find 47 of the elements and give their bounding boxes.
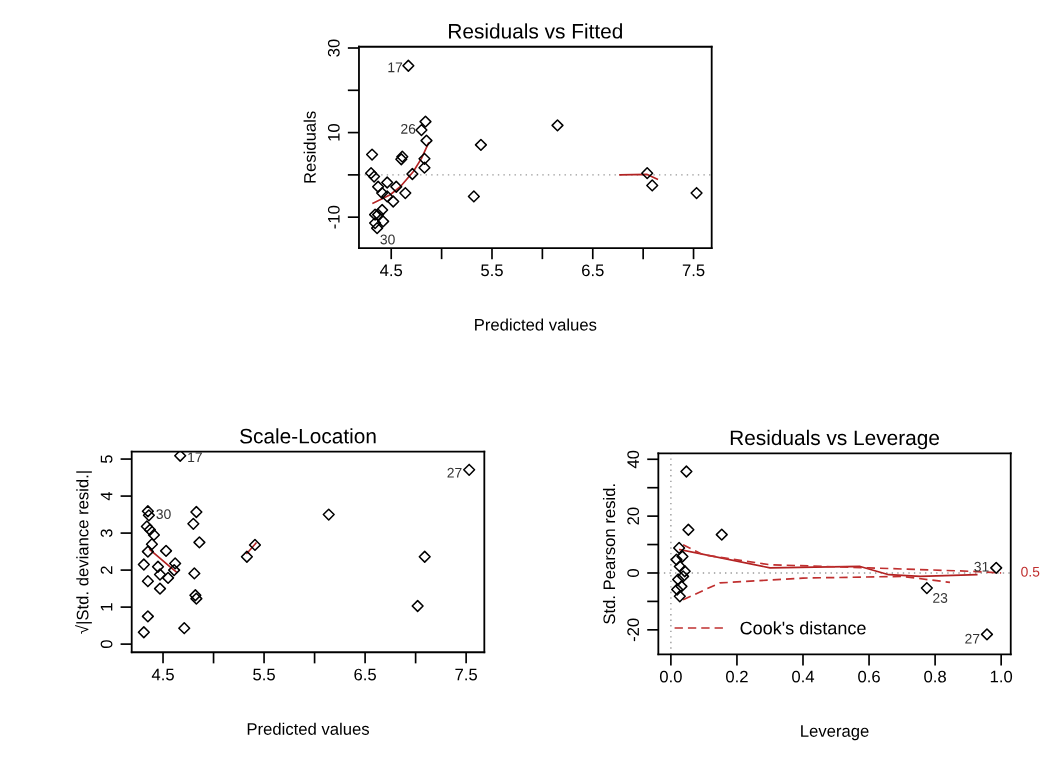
y-tick-label: 10 [327,123,340,141]
x-tick-label: 0.2 [726,670,748,683]
y-tick-label: 20 [627,507,640,525]
y-axis-title: √|Std. deviance resid.| [75,471,92,634]
x-tick-label: 0.4 [792,670,815,683]
x-tick-label: 0.6 [858,670,880,683]
x-tick-label: 6.5 [354,668,376,681]
y-tick-label: 5 [100,455,113,464]
annotation: 27 [965,633,980,644]
x-axis-title: Leverage [801,725,869,741]
x-tick-label: 4.5 [151,668,174,681]
y-tick-label: -20 [627,618,640,642]
chart-title: Residuals vs Leverage [730,429,939,450]
annotation: 17 [188,452,202,463]
x-tick-label: 6.5 [582,264,604,277]
y-tick-label: 30 [327,39,340,57]
annotation: 0.5 [1021,566,1040,577]
x-tick-label: 5.5 [253,668,275,681]
x-axis-title: Predicted values [475,318,597,331]
y-tick-label: 40 [627,450,640,469]
y-tick-label: 4 [100,491,113,501]
x-tick-label: 4.5 [380,264,403,277]
y-axis-title: Std. Pearson resid. [602,484,616,624]
x-tick-label: 7.5 [455,668,478,681]
x-tick-label: 1.0 [990,670,1013,683]
chart-title: Residuals vs Fitted [449,23,622,39]
y-tick-label: 1 [100,603,113,611]
legend-label: Cook's distance [740,621,866,635]
y-tick-label: 3 [100,529,113,538]
y-axis-title: Residuals [303,111,316,183]
annotation: 31 [974,561,989,572]
annotation: 26 [401,123,416,134]
x-tick-label: 5.5 [481,264,503,277]
annotation: 30 [380,234,395,245]
chart-title: Scale-Location [240,428,376,444]
x-tick-label: 0.8 [924,670,946,683]
annotation: 17 [388,62,403,73]
x-axis-title: Predicted values [247,722,370,735]
annotation: 27 [447,467,462,478]
y-tick-label: 0 [627,569,640,577]
x-tick-label: 7.5 [682,264,705,277]
annotation: 30 [156,509,171,520]
x-tick-label: 0.0 [659,670,682,683]
y-tick-label: 0 [100,640,113,649]
y-tick-label: -10 [327,205,340,229]
y-tick-label: 2 [100,566,113,574]
annotation: 23 [933,593,948,603]
